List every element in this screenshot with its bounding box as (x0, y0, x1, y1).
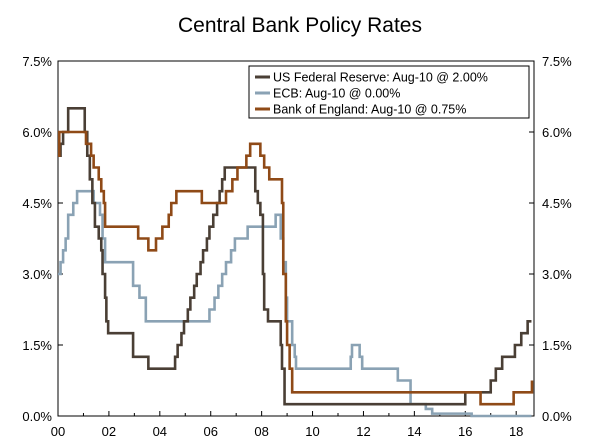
legend-entry: ECB: Aug-10 @ 0.00% (273, 87, 400, 101)
plot-area (57, 60, 535, 417)
y-axis-left: 0.0% 1.5% 3.0% 4.5% 6.0% 7.5% (22, 54, 63, 424)
x-tick-label: 00 (51, 424, 65, 439)
x-tick-label: 02 (102, 424, 116, 439)
y-tick-label-right: 7.5% (542, 54, 572, 69)
legend: US Federal Reserve: Aug-10 @ 2.00% ECB: A… (248, 65, 530, 119)
y-tick-label-left: 6.0% (22, 125, 52, 140)
y-tick-label-right: 4.5% (542, 196, 572, 211)
y-tick-label-left: 3.0% (22, 267, 52, 282)
x-tick-label: 10 (305, 424, 319, 439)
series-line-0 (58, 107, 532, 406)
x-tick-label: 04 (153, 424, 167, 439)
y-tick-label-right: 1.5% (542, 338, 572, 353)
x-tick-label: 14 (407, 424, 421, 439)
series-lines (57, 107, 534, 418)
chart-title: Central Bank Policy Rates (178, 14, 422, 37)
legend-entry: US Federal Reserve: Aug-10 @ 2.00% (273, 71, 488, 85)
x-tick-label: 12 (356, 424, 370, 439)
x-tick-label: 06 (203, 424, 217, 439)
legend-box (248, 65, 530, 119)
y-tick-label-right: 6.0% (542, 125, 572, 140)
x-axis: 00 02 04 06 08 10 12 14 16 18 (51, 411, 523, 439)
x-tick-label: 08 (254, 424, 268, 439)
y-tick-label-left: 0.0% (22, 409, 52, 424)
series-line-2 (57, 130, 534, 406)
y-tick-label-right: 0.0% (542, 409, 572, 424)
series-line-1 (58, 189, 532, 418)
x-tick-label: 16 (458, 424, 472, 439)
y-tick-label-right: 3.0% (542, 267, 572, 282)
y-axis-right: 0.0% 1.5% 3.0% 4.5% 6.0% 7.5% (529, 54, 572, 424)
y-tick-label-left: 1.5% (22, 338, 52, 353)
y-tick-label-left: 7.5% (22, 54, 52, 69)
legend-entry: Bank of England: Aug-10 @ 0.75% (273, 103, 466, 117)
y-tick-label-left: 4.5% (22, 196, 52, 211)
x-tick-label: 18 (509, 424, 523, 439)
